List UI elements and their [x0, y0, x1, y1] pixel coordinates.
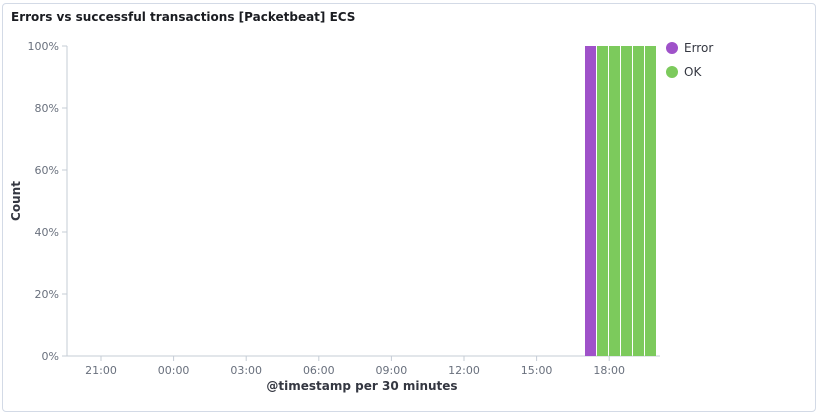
y-axis-title: Count — [9, 181, 23, 221]
x-tick-label: 18:00 — [593, 364, 625, 377]
bar-ok-1900[interactable] — [633, 46, 644, 356]
panel-title: Errors vs successful transactions [Packe… — [11, 10, 356, 24]
y-tick-label: 80% — [35, 102, 59, 115]
bars — [585, 46, 656, 356]
bar-error-1700[interactable] — [585, 46, 596, 356]
legend: Error OK — [666, 41, 713, 79]
y-tick-label: 100% — [28, 40, 59, 53]
y-axis: 0% 20% 40% 60% 80% 100% — [28, 40, 68, 363]
legend-label: OK — [684, 65, 702, 79]
bar-ok-1830[interactable] — [621, 46, 632, 356]
x-tick-label: 12:00 — [448, 364, 480, 377]
y-tick-label: 60% — [35, 164, 59, 177]
bar-ok-1800[interactable] — [609, 46, 620, 356]
legend-label: Error — [684, 41, 713, 55]
bar-ok-1930[interactable] — [645, 46, 656, 356]
x-tick-label: 15:00 — [521, 364, 553, 377]
y-tick-label: 40% — [35, 226, 59, 239]
x-tick-label: 06:00 — [303, 364, 335, 377]
x-tick-label: 21:00 — [85, 364, 117, 377]
legend-item-ok[interactable]: OK — [666, 65, 702, 79]
y-tick-label: 20% — [35, 288, 59, 301]
x-tick-label: 03:00 — [230, 364, 262, 377]
y-tick-label: 0% — [42, 350, 59, 363]
x-axis: 21:00 00:00 03:00 06:00 09:00 12:00 15:00 18:00 — [67, 355, 660, 377]
x-axis-title: @timestamp per 30 minutes — [266, 379, 457, 393]
legend-swatch — [666, 66, 678, 78]
visualization-panel: Errors vs successful transactions [Packe… — [2, 3, 816, 412]
legend-swatch — [666, 42, 678, 54]
legend-item-error[interactable]: Error — [666, 41, 713, 55]
x-tick-label: 09:00 — [376, 364, 408, 377]
x-tick-label: 00:00 — [158, 364, 190, 377]
bar-ok-1730[interactable] — [597, 46, 608, 356]
